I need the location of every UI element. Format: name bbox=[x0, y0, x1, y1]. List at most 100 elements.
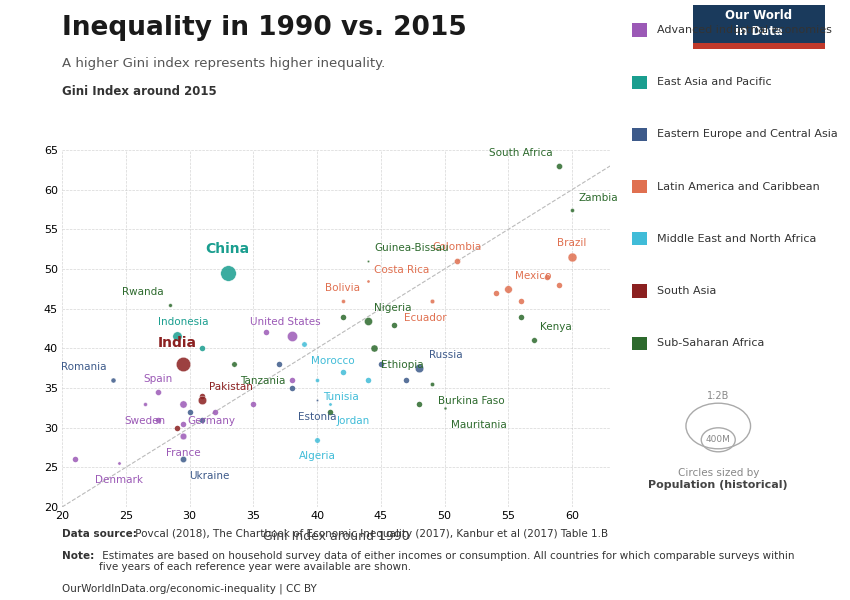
Text: Bolivia: Bolivia bbox=[325, 283, 360, 293]
Point bbox=[259, 328, 273, 337]
Point bbox=[196, 415, 209, 425]
Text: Indonesia: Indonesia bbox=[158, 317, 208, 327]
Point bbox=[438, 403, 451, 413]
Point bbox=[425, 379, 439, 389]
Text: Population (historical): Population (historical) bbox=[649, 480, 788, 490]
Point bbox=[374, 359, 388, 369]
Point bbox=[450, 256, 464, 266]
Text: Costa Rica: Costa Rica bbox=[374, 265, 429, 275]
Text: France: France bbox=[166, 448, 201, 457]
Point bbox=[514, 296, 528, 305]
Text: Middle East and North Africa: Middle East and North Africa bbox=[657, 234, 816, 244]
Point bbox=[298, 340, 311, 349]
Point bbox=[552, 280, 566, 290]
Point bbox=[514, 312, 528, 322]
Point bbox=[68, 455, 82, 464]
Text: Our World
in Data: Our World in Data bbox=[725, 9, 792, 38]
Point bbox=[170, 332, 184, 341]
Point bbox=[151, 415, 165, 425]
Point bbox=[565, 205, 579, 214]
Text: United States: United States bbox=[250, 317, 320, 327]
Point bbox=[489, 288, 502, 298]
Point bbox=[540, 272, 553, 282]
Text: Eastern Europe and Central Asia: Eastern Europe and Central Asia bbox=[657, 130, 838, 139]
Text: Sub-Saharan Africa: Sub-Saharan Africa bbox=[657, 338, 764, 348]
Point bbox=[412, 399, 426, 409]
Text: Mexico: Mexico bbox=[514, 271, 551, 281]
Point bbox=[361, 276, 375, 286]
Text: Povcal (2018), The Chartbook of Economic Inequality (2017), Kanbur et al (2017) : Povcal (2018), The Chartbook of Economic… bbox=[132, 529, 608, 539]
Text: Ecuador: Ecuador bbox=[404, 313, 447, 323]
Point bbox=[502, 284, 515, 293]
Text: Gini Index around 2015: Gini Index around 2015 bbox=[62, 85, 217, 98]
Text: Mauritania: Mauritania bbox=[450, 420, 507, 430]
Point bbox=[387, 320, 400, 329]
Point bbox=[138, 399, 151, 409]
Point bbox=[227, 359, 241, 369]
Point bbox=[177, 455, 190, 464]
Text: Tanzania: Tanzania bbox=[241, 376, 286, 386]
Text: Estimates are based on household survey data of either incomes or consumption. A: Estimates are based on household survey … bbox=[99, 551, 795, 572]
Text: Nigeria: Nigeria bbox=[374, 302, 412, 313]
Text: Jordan: Jordan bbox=[336, 416, 370, 426]
Point bbox=[221, 268, 235, 278]
Point bbox=[527, 335, 541, 345]
Point bbox=[196, 395, 209, 405]
Text: Sweden: Sweden bbox=[124, 416, 166, 426]
Text: Denmark: Denmark bbox=[95, 475, 144, 485]
Point bbox=[285, 375, 298, 385]
Text: Colombia: Colombia bbox=[433, 242, 482, 251]
Text: Kenya: Kenya bbox=[540, 322, 572, 332]
Point bbox=[285, 383, 298, 393]
Point bbox=[177, 359, 190, 369]
Point bbox=[163, 300, 177, 310]
Text: China: China bbox=[206, 242, 250, 256]
Bar bbox=[693, 43, 824, 49]
Point bbox=[361, 375, 375, 385]
Point bbox=[565, 252, 579, 262]
Point bbox=[361, 316, 375, 325]
Text: South Asia: South Asia bbox=[657, 286, 717, 296]
Text: Guinea-Bissau: Guinea-Bissau bbox=[374, 243, 449, 253]
X-axis label: Gini Index around 1990: Gini Index around 1990 bbox=[263, 529, 410, 542]
Text: Rwanda: Rwanda bbox=[122, 287, 164, 297]
Text: Germany: Germany bbox=[187, 416, 235, 426]
Point bbox=[336, 296, 349, 305]
Text: Pakistan: Pakistan bbox=[209, 382, 252, 392]
Text: Spain: Spain bbox=[143, 374, 173, 384]
Text: Ethiopia: Ethiopia bbox=[381, 360, 423, 370]
Text: Data source:: Data source: bbox=[62, 529, 137, 539]
Point bbox=[183, 407, 196, 416]
Point bbox=[323, 399, 337, 409]
Text: Circles sized by: Circles sized by bbox=[677, 468, 759, 478]
Point bbox=[361, 256, 375, 266]
Point bbox=[310, 395, 324, 405]
Point bbox=[310, 375, 324, 385]
Text: India: India bbox=[157, 336, 196, 350]
Text: Inequality in 1990 vs. 2015: Inequality in 1990 vs. 2015 bbox=[62, 15, 467, 41]
Point bbox=[177, 419, 190, 428]
Point bbox=[336, 367, 349, 377]
Text: Ukraine: Ukraine bbox=[190, 472, 230, 481]
Text: Advanced industrial economies: Advanced industrial economies bbox=[657, 25, 832, 35]
Point bbox=[177, 399, 190, 409]
Point bbox=[170, 423, 184, 433]
Point bbox=[196, 391, 209, 401]
Text: Morocco: Morocco bbox=[311, 356, 354, 366]
Text: East Asia and Pacific: East Asia and Pacific bbox=[657, 77, 772, 87]
Text: South Africa: South Africa bbox=[490, 148, 552, 158]
Text: Tunisia: Tunisia bbox=[323, 392, 360, 402]
Text: Zambia: Zambia bbox=[578, 193, 618, 203]
Point bbox=[246, 399, 260, 409]
Text: OurWorldInData.org/economic-inequality | CC BY: OurWorldInData.org/economic-inequality |… bbox=[62, 583, 317, 594]
Text: Estonia: Estonia bbox=[298, 412, 337, 422]
Text: Russia: Russia bbox=[429, 350, 463, 360]
Text: Latin America and Caribbean: Latin America and Caribbean bbox=[657, 182, 819, 191]
Point bbox=[412, 364, 426, 373]
Text: 400M: 400M bbox=[706, 436, 731, 444]
Text: Burkina Faso: Burkina Faso bbox=[439, 396, 505, 406]
Point bbox=[177, 431, 190, 440]
Text: 1:2B: 1:2B bbox=[707, 391, 729, 401]
Point bbox=[285, 332, 298, 341]
Point bbox=[310, 435, 324, 445]
